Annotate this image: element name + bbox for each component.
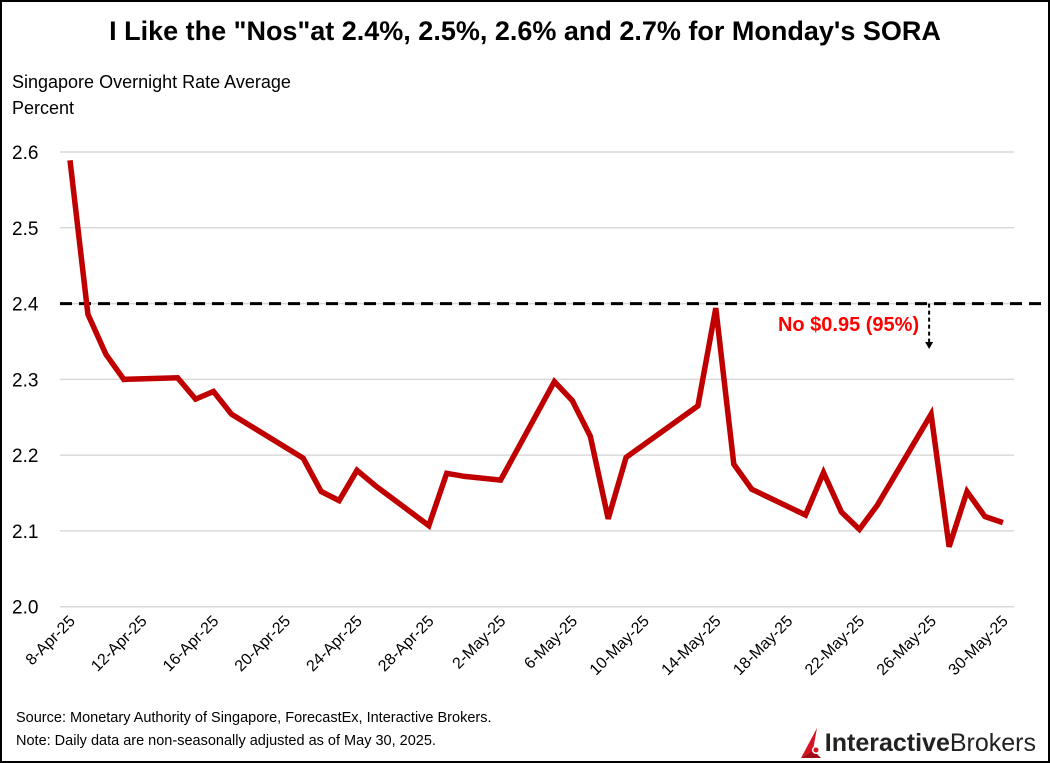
data-note: Note: Daily data are non-seasonally adju… [16, 733, 436, 749]
y-tick-label: 2.0 [12, 598, 38, 619]
x-tick-label: 28-Apr-25 [375, 613, 437, 675]
annotation-label: No $0.95 (95%) [778, 314, 919, 336]
x-tick-label: 26-May-25 [874, 613, 940, 679]
source-note: Source: Monetary Authority of Singapore,… [16, 710, 492, 726]
y-tick-label: 2.1 [12, 522, 38, 543]
sora-series-line [67, 159, 1004, 548]
x-tick-label: 2-May-25 [450, 613, 510, 673]
y-tick-label: 2.2 [12, 446, 38, 467]
ib-logo-icon [800, 728, 821, 758]
y-tick-label: 2.6 [12, 143, 38, 164]
annotation-arrowhead-icon [925, 342, 934, 349]
x-tick-label: 18-May-25 [730, 613, 796, 679]
logo-text-brokers: Brokers [949, 728, 1036, 757]
x-tick-label: 6-May-25 [521, 613, 581, 673]
x-tick-label: 8-Apr-25 [23, 613, 79, 669]
chart-title: I Like the "Nos"at 2.4%, 2.5%, 2.6% and … [109, 16, 941, 46]
x-tick-label: 12-Apr-25 [88, 613, 150, 675]
y-axis-label: Singapore Overnight Rate Average [12, 72, 291, 92]
x-tick-label: 24-Apr-25 [304, 613, 366, 675]
x-tick-label: 20-Apr-25 [232, 613, 294, 675]
interactive-brokers-logo: Interactive Brokers [799, 728, 1036, 758]
x-tick-label: 16-Apr-25 [160, 613, 222, 675]
y-tick-label: 2.5 [12, 219, 38, 240]
x-tick-label: 14-May-25 [659, 613, 725, 679]
y-axis-unit: Percent [12, 98, 75, 118]
x-tick-label: 22-May-25 [802, 613, 868, 679]
y-tick-label: 2.3 [12, 370, 38, 391]
y-tick-label: 2.4 [12, 295, 39, 316]
x-tick-label: 10-May-25 [587, 613, 653, 679]
x-tick-label: 30-May-25 [946, 613, 1012, 679]
line-chart: 2.0 2.1 2.2 2.3 2.4 2.5 2.6 8-Apr-25 12-Apr-25 16… [12, 143, 1046, 679]
logo-text-interactive: Interactive [824, 728, 950, 757]
